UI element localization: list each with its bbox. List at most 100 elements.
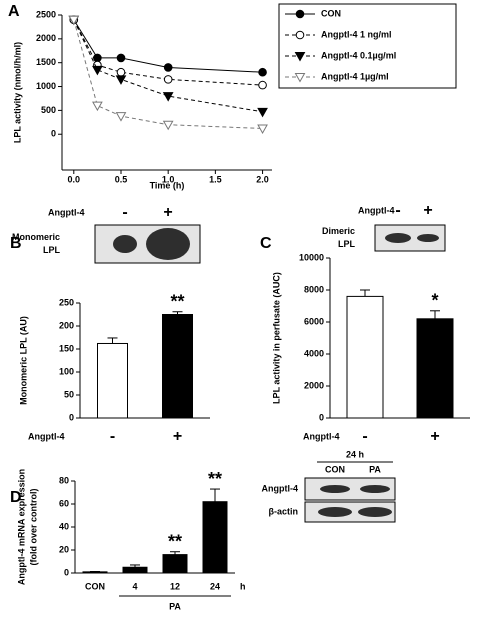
x-tick-label: 12 [170, 581, 180, 591]
marker [68, 15, 80, 26]
blot-band [318, 507, 352, 517]
marker [162, 92, 174, 102]
bar [82, 571, 108, 574]
y-axis-label: Monomeric LPL (AU) [18, 316, 28, 405]
x-tick-label: 1.0 [162, 174, 175, 184]
significance: ** [170, 291, 184, 311]
x-tick-label: 2.0 [256, 174, 269, 184]
marker [92, 65, 103, 76]
x-axis-label: Time (h) [150, 180, 185, 190]
y-tick-label: 2000 [304, 380, 324, 390]
marker [295, 9, 305, 19]
y-tick-label: 40 [59, 521, 69, 531]
bar [97, 342, 128, 419]
y-axis-label: Angptl-4 mRNA expression [16, 469, 26, 585]
legend-label: Angptl-4 1 ng/ml [321, 29, 392, 39]
blot-band [146, 228, 190, 260]
bar [122, 566, 148, 574]
y-tick-label: 60 [59, 498, 69, 508]
marker [257, 107, 268, 118]
marker [295, 30, 305, 40]
marker [258, 67, 267, 77]
y-tick-label: 0 [64, 567, 69, 577]
y-tick-label: 100 [59, 366, 74, 376]
x-tick-label: + [430, 428, 439, 445]
y-tick-label: 4000 [304, 348, 324, 358]
marker [163, 63, 173, 72]
marker [162, 120, 174, 131]
x-tick-label: 24 [210, 581, 220, 591]
y-tick-label: 500 [41, 105, 56, 115]
y-tick-label: 0 [319, 412, 324, 422]
y-tick-label: 1000 [36, 81, 56, 91]
panel-label: A [8, 3, 20, 20]
legend-label: Angptl-4 1µg/ml [321, 71, 389, 81]
y-tick-label: 0 [69, 412, 74, 422]
significance: ** [168, 531, 182, 551]
y-tick-label: 20 [59, 544, 69, 554]
y-tick-label: 150 [59, 343, 74, 353]
blot-band [385, 233, 411, 243]
blot-treatment: Angptl-4 [358, 205, 395, 215]
y-tick-label: 2500 [36, 9, 56, 19]
blot-label: Dimeric [322, 226, 355, 236]
blot-lane: CON [325, 464, 345, 474]
y-axis-label: LPL activity (nmol/h/ml) [12, 42, 22, 143]
blot-lane: + [423, 202, 432, 219]
y-axis-label: (fold over control) [28, 489, 38, 566]
x-tick-label: 0.0 [68, 174, 81, 184]
x-tick-label: 4 [132, 581, 137, 591]
y-tick-label: 8000 [304, 284, 324, 294]
x-tick-label: 1.5 [209, 174, 222, 184]
blot-lane: - [122, 204, 127, 221]
marker [115, 112, 127, 122]
x-tick-label: + [173, 428, 182, 445]
x-tick-label: - [110, 428, 115, 445]
blot-treatment: Angptl-4 [48, 207, 85, 217]
marker [116, 53, 126, 63]
blot-lane: - [395, 202, 400, 219]
blot-band [320, 485, 350, 493]
blot-label: LPL [43, 245, 61, 255]
blot-row-label: Angptl-4 [262, 483, 299, 493]
panel-label: B [10, 235, 22, 252]
x-unit: h [240, 581, 246, 591]
y-tick-label: 50 [64, 389, 74, 399]
bar [162, 554, 188, 574]
y-tick-label: 10000 [299, 252, 324, 262]
marker [116, 67, 126, 77]
blot-band [358, 507, 392, 517]
blot-title: 24 h [346, 449, 364, 459]
marker [115, 75, 127, 85]
y-tick-label: 6000 [304, 316, 324, 326]
bar [346, 295, 384, 419]
panel-label: D [10, 489, 22, 506]
y-axis-label: LPL activity in perfusate (AUC) [271, 272, 281, 404]
y-tick-label: 80 [59, 475, 69, 485]
x-tick-label: CON [85, 581, 105, 591]
marker [257, 124, 268, 135]
significance: * [431, 291, 438, 311]
legend-box [278, 3, 457, 89]
panel-label: C [260, 235, 272, 252]
bar [202, 501, 228, 574]
marker [258, 80, 267, 90]
group-label: PA [169, 601, 181, 611]
bar [416, 318, 454, 419]
x-tick-label: 0.5 [115, 174, 128, 184]
marker [92, 101, 103, 112]
y-tick-label: 2000 [36, 33, 56, 43]
blot-band [360, 485, 390, 493]
legend-label: Angptl-4 0.1µg/ml [321, 50, 396, 60]
marker [163, 75, 173, 84]
marker [294, 73, 306, 83]
y-tick-label: 0 [51, 129, 56, 139]
x-axis-label: Angptl-4 [303, 431, 340, 441]
legend-label: CON [321, 8, 341, 18]
blot-label: LPL [338, 239, 356, 249]
blot-band [417, 234, 439, 242]
x-axis-label: Angptl-4 [28, 431, 65, 441]
series-line [73, 19, 263, 86]
series-line [73, 19, 263, 130]
